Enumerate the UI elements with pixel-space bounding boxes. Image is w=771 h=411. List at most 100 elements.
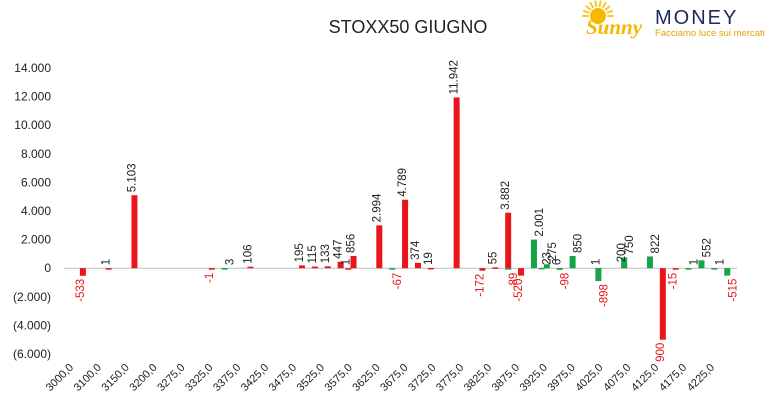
bar xyxy=(711,268,718,270)
sun-icon xyxy=(590,8,606,24)
x-tick-label: 3275,0 xyxy=(155,362,187,394)
bar xyxy=(247,266,254,269)
data-label: -89 xyxy=(508,273,520,290)
bar xyxy=(595,268,602,282)
x-tick-label: 3775,0 xyxy=(434,362,466,394)
logo-sunny: Sunny xyxy=(586,15,643,39)
data-label: -533 xyxy=(75,279,87,302)
y-tick-label: 14.000 xyxy=(14,61,51,75)
data-label: 1 xyxy=(101,259,113,265)
bars xyxy=(79,97,731,340)
bar xyxy=(350,255,357,269)
data-label: 1 xyxy=(714,259,726,265)
data-label: 822 xyxy=(650,234,662,253)
bar xyxy=(221,268,228,270)
data-label: 19 xyxy=(423,252,435,265)
data-label: -172 xyxy=(474,274,486,297)
data-label: 115 xyxy=(307,245,319,263)
bar xyxy=(402,199,409,269)
bar xyxy=(427,267,434,270)
x-tick-label: 3425,0 xyxy=(239,362,271,394)
data-label: 3.882 xyxy=(500,181,512,210)
bar xyxy=(556,268,563,270)
y-tick-label: 4.000 xyxy=(21,204,51,218)
bar xyxy=(538,267,545,270)
x-tick-label: 3100,0 xyxy=(72,362,104,394)
y-tick-label: 8.000 xyxy=(21,147,51,161)
logo-money: MONEY xyxy=(655,7,738,29)
data-label: -898 xyxy=(598,284,610,307)
data-label: 900 xyxy=(655,343,667,362)
sun-ray xyxy=(598,0,602,8)
bar xyxy=(337,261,344,269)
data-label: 275 xyxy=(547,242,559,261)
y-tick-label: (4.000) xyxy=(13,318,51,332)
data-label: -520 xyxy=(513,279,525,302)
data-label: 3 xyxy=(225,259,237,265)
y-tick-label: 12.000 xyxy=(14,90,51,104)
bar xyxy=(208,268,215,270)
chart-title: STOXX50 GIUGNO xyxy=(329,17,488,37)
sun-ray xyxy=(585,5,592,11)
sun-ray xyxy=(582,9,590,14)
bar xyxy=(543,264,550,269)
y-tick-label: (2.000) xyxy=(13,290,51,304)
bar xyxy=(569,256,576,269)
data-label: 552 xyxy=(701,238,713,257)
data-label: 55 xyxy=(487,252,499,265)
logo-tagline: Facciamo luce sui mercati xyxy=(655,28,765,39)
x-tick-label: 3325,0 xyxy=(183,362,215,394)
data-label: 4.789 xyxy=(397,168,409,197)
data-label: -515 xyxy=(727,279,739,302)
y-axis: 14.000 12.000 10.000 8.000 6.000 4.000 2.000 0 (… xyxy=(13,61,737,361)
data-label: 850 xyxy=(573,234,585,253)
x-tick-label: 3675,0 xyxy=(378,362,410,394)
data-label: 374 xyxy=(410,240,422,260)
x-tick-label: 4225,0 xyxy=(685,362,717,394)
data-label: 5.103 xyxy=(126,163,138,192)
x-tick-label: 3575,0 xyxy=(323,362,355,394)
data-label: 11.942 xyxy=(449,60,461,94)
x-tick-label: 4075,0 xyxy=(601,362,633,394)
sun-rays-icon xyxy=(582,0,614,17)
bar xyxy=(698,260,705,269)
bar xyxy=(518,268,525,276)
data-label: 856 xyxy=(346,234,358,253)
sun-ray xyxy=(589,2,594,9)
bar xyxy=(376,225,383,269)
bar xyxy=(685,268,692,270)
bar xyxy=(105,268,112,270)
bar xyxy=(621,257,628,269)
data-label: 750 xyxy=(624,235,636,254)
sunny-money-logo: Sunny MONEY Facciamo luce sui mercati xyxy=(582,0,765,39)
bar xyxy=(530,239,537,269)
data-label: 1 xyxy=(590,259,602,265)
x-tick-label: 3875,0 xyxy=(490,362,522,394)
data-label: 2.001 xyxy=(534,208,546,237)
x-tick-label: 3825,0 xyxy=(462,362,494,394)
x-tick-label: 3375,0 xyxy=(211,362,243,394)
data-label: 200 xyxy=(616,243,628,262)
x-tick-label: 3150,0 xyxy=(100,362,132,394)
sun-ray xyxy=(606,9,614,14)
bar xyxy=(298,265,305,269)
data-label: 2.994 xyxy=(371,193,383,222)
sun-ray xyxy=(594,0,598,8)
x-axis: 3000,03100,03150,03200,03275,03325,03375… xyxy=(44,362,717,394)
data-label: -67 xyxy=(392,273,404,290)
x-tick-label: 3200,0 xyxy=(127,362,159,394)
bar xyxy=(345,268,352,270)
x-tick-label: 3000,0 xyxy=(44,362,76,394)
y-tick-label: 6.000 xyxy=(21,175,51,189)
x-tick-label: 3725,0 xyxy=(406,362,438,394)
y-tick-label: 2.000 xyxy=(21,233,51,247)
x-tick-label: 4175,0 xyxy=(657,362,689,394)
bar xyxy=(453,97,460,269)
bar xyxy=(389,268,396,270)
x-tick-label: 3625,0 xyxy=(350,362,382,394)
sun-ray xyxy=(602,2,607,9)
data-label: 6 xyxy=(552,259,564,265)
data-label: 106 xyxy=(242,244,254,263)
x-tick-label: 4125,0 xyxy=(629,362,661,394)
y-tick-label: 10.000 xyxy=(14,118,51,132)
